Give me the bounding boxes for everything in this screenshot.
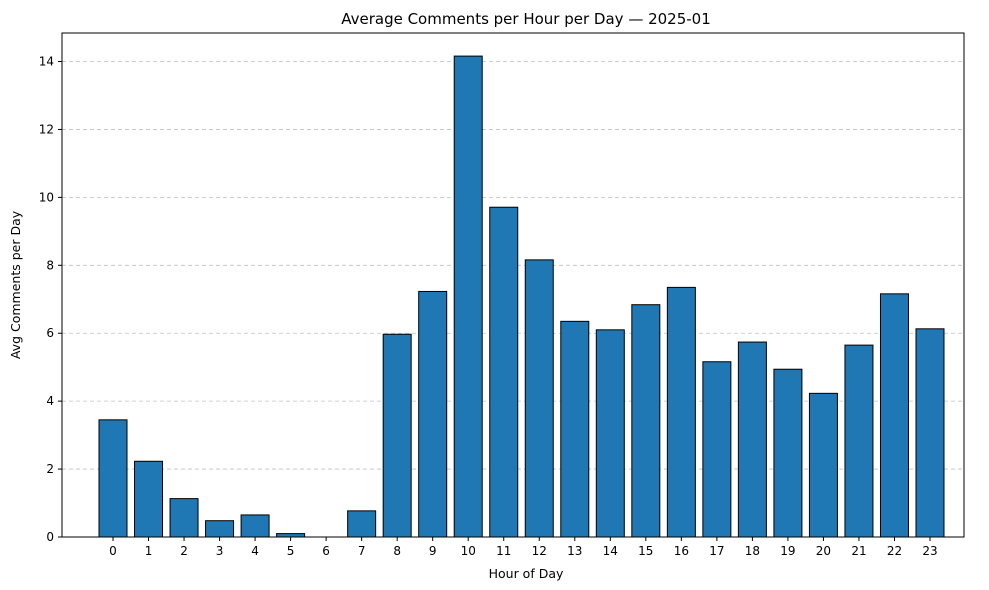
x-tick-label: 1 (145, 544, 153, 558)
x-tick-label: 23 (922, 544, 937, 558)
x-tick-label: 22 (887, 544, 902, 558)
y-axis: 0 2 4 6 8 10 12 14 (39, 55, 62, 544)
bar (915, 328, 945, 538)
x-tick-label: 9 (429, 544, 437, 558)
x-tick-label: 18 (745, 544, 760, 558)
x-tick-label: 17 (709, 544, 724, 558)
bar (489, 206, 519, 538)
y-tick-label: 12 (39, 122, 54, 136)
bar (347, 510, 377, 538)
y-tick-label: 10 (39, 190, 54, 204)
y-tick-label: 4 (46, 394, 54, 408)
x-tick-label: 10 (461, 544, 476, 558)
x-tick-label: 16 (674, 544, 689, 558)
bar (453, 55, 483, 538)
x-axis: 0 1 2 3 4 5 6 7 8 9 10 11 12 13 14 15 16 17 18 19 20 21 22 23 (109, 537, 938, 558)
x-tick-label: 5 (287, 544, 295, 558)
x-tick-label: 20 (816, 544, 831, 558)
bar (98, 419, 128, 538)
x-tick-label: 14 (603, 544, 618, 558)
bar (808, 392, 838, 538)
chart-title: Average Comments per Hour per Day — 2025… (341, 10, 711, 28)
plot-frame (61, 32, 965, 538)
bar (276, 533, 306, 538)
x-tick-label: 13 (567, 544, 582, 558)
bar (631, 304, 661, 538)
x-tick-label: 11 (496, 544, 511, 558)
bar (240, 514, 270, 538)
bar (205, 520, 235, 538)
bar (134, 460, 164, 538)
bar (879, 293, 909, 538)
x-tick-label: 21 (851, 544, 866, 558)
bar (595, 329, 625, 538)
y-tick-label: 2 (46, 462, 54, 476)
bar (560, 320, 590, 538)
bar (773, 368, 803, 538)
bar (702, 361, 732, 538)
x-tick-label: 0 (109, 544, 117, 558)
bar (844, 344, 874, 538)
y-tick-label: 14 (39, 55, 54, 69)
x-tick-label: 7 (358, 544, 366, 558)
bar (524, 259, 554, 538)
x-tick-label: 12 (532, 544, 547, 558)
x-tick-label: 8 (393, 544, 401, 558)
bar (169, 498, 199, 538)
bars (98, 55, 945, 538)
y-tick-label: 0 (46, 530, 54, 544)
x-tick-label: 3 (216, 544, 224, 558)
y-axis-label: Avg Comments per Day (8, 210, 23, 359)
bar (737, 341, 767, 538)
bar (382, 333, 412, 538)
x-tick-label: 19 (780, 544, 795, 558)
x-tick-label: 4 (251, 544, 259, 558)
y-tick-label: 6 (46, 326, 54, 340)
x-tick-label: 6 (322, 544, 330, 558)
bar (418, 290, 448, 538)
x-axis-label: Hour of Day (489, 566, 564, 581)
y-tick-label: 8 (46, 258, 54, 272)
x-tick-label: 15 (638, 544, 653, 558)
bar (666, 286, 696, 538)
x-tick-label: 2 (180, 544, 188, 558)
